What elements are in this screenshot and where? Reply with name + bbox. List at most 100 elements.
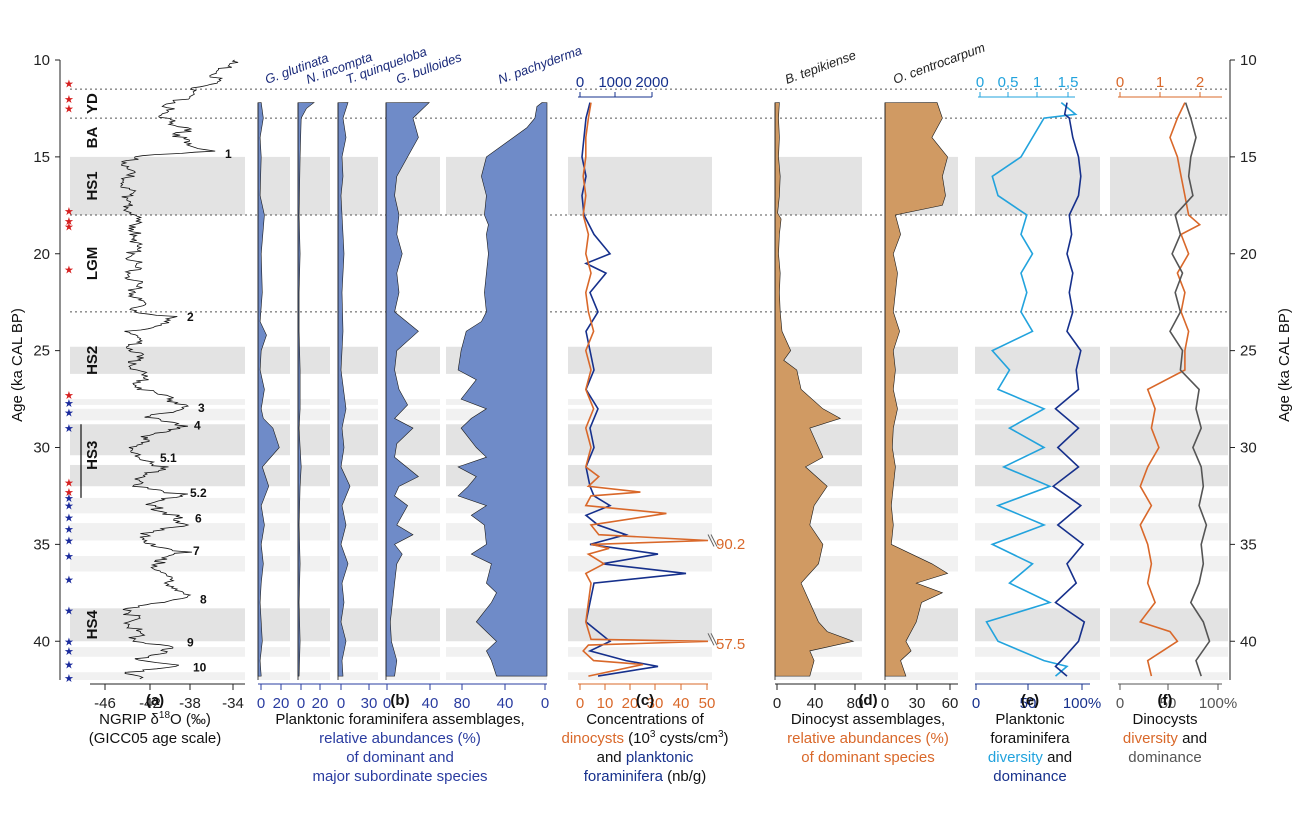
svg-text:Dinocyst assemblages,: Dinocyst assemblages, xyxy=(791,711,945,728)
stadial-band xyxy=(885,346,958,374)
stadial-band xyxy=(258,346,290,374)
light-band xyxy=(70,399,245,405)
age-tick-label: 10 xyxy=(1240,52,1257,69)
foram-dominance-axis-label: 0 xyxy=(972,695,980,712)
age-tick-label: 20 xyxy=(33,246,50,263)
zone-label: HS2 xyxy=(84,346,101,375)
interstadial-label: 7 xyxy=(193,544,200,558)
age-tick-label: 30 xyxy=(1240,440,1257,457)
stadial-band xyxy=(1110,346,1228,374)
light-band xyxy=(568,408,712,421)
dinocyst-conc-axis-label: 10 xyxy=(597,695,614,712)
interstadial-label: 9 xyxy=(187,635,194,649)
stadial-band xyxy=(70,608,245,642)
svg-text:major subordinate species: major subordinate species xyxy=(312,768,487,785)
peak-label: 90.2 xyxy=(716,536,745,553)
foram-concentration-line xyxy=(581,102,687,677)
zone-label: BA xyxy=(84,127,101,149)
light-band xyxy=(70,523,245,541)
light-band xyxy=(775,672,862,680)
species-label: B. tepikiense xyxy=(783,47,858,87)
stadial-band xyxy=(298,424,330,456)
date-star: ★ xyxy=(64,551,74,563)
date-star: ★ xyxy=(64,477,74,489)
interstadial-label: 8 xyxy=(200,593,207,607)
light-band xyxy=(885,647,958,657)
svg-text:diversity and: diversity and xyxy=(1123,730,1207,747)
age-tick-label: 25 xyxy=(1240,343,1257,360)
dinocyst-dominance-axis-label: 0 xyxy=(1116,695,1124,712)
foram-axis-label: 20 xyxy=(273,695,290,712)
dinocyst-conc-axis-label: 40 xyxy=(673,695,690,712)
foram-dominance-line xyxy=(1051,102,1086,677)
left-age-axis-title: Age (ka CAL BP) xyxy=(9,308,26,422)
stadial-band xyxy=(568,464,712,487)
svg-text:(e): (e) xyxy=(1021,692,1039,709)
light-band xyxy=(386,408,440,421)
date-star: ★ xyxy=(64,408,74,420)
dinocyst-diversity-axis-label: 1 xyxy=(1156,74,1164,91)
date-star: ★ xyxy=(64,216,74,228)
foram-area xyxy=(337,102,351,677)
age-tick-label: 20 xyxy=(1240,246,1257,263)
foram-area xyxy=(385,102,430,677)
foram-axis-label: 40 xyxy=(422,695,439,712)
light-band xyxy=(338,647,378,657)
foram-dominance-axis-label: 100% xyxy=(1063,695,1101,712)
light-band xyxy=(338,497,378,514)
svg-text:Concentrations of: Concentrations of xyxy=(586,711,704,728)
svg-text:Planktonic: Planktonic xyxy=(995,711,1065,728)
foram-axis-label: 0 xyxy=(383,695,391,712)
dinocyst-conc-axis-label: 0 xyxy=(576,695,584,712)
stadial-band xyxy=(70,346,245,374)
date-star: ★ xyxy=(64,103,74,115)
age-tick-label: 30 xyxy=(33,440,50,457)
stadial-band xyxy=(70,424,245,456)
stadial-band xyxy=(885,424,958,456)
light-band xyxy=(258,497,290,514)
date-star: ★ xyxy=(64,94,74,106)
svg-text:(f): (f) xyxy=(1158,692,1173,709)
ngrip-axis-label: -34 xyxy=(222,695,244,712)
tepikiense-area xyxy=(774,102,855,677)
stadial-band xyxy=(70,156,245,215)
light-band xyxy=(386,672,440,680)
svg-text:foraminifera (nb/g): foraminifera (nb/g) xyxy=(584,768,707,785)
light-band xyxy=(258,399,290,405)
centrocarpum-area xyxy=(884,102,949,677)
age-tick-label: 15 xyxy=(1240,149,1257,166)
foram-area xyxy=(257,102,280,677)
date-star: ★ xyxy=(64,487,74,499)
stadial-band xyxy=(386,608,440,642)
light-band xyxy=(1110,647,1228,657)
stadial-band xyxy=(568,608,712,642)
species-label: O. centrocarpum xyxy=(891,40,987,87)
break-mark xyxy=(707,534,715,547)
caption-f: (f) Dinocysts diversity and dominance xyxy=(1123,692,1207,766)
stadial-band xyxy=(70,464,245,487)
stadial-band xyxy=(568,156,712,215)
dinocyst-axis-label: 0 xyxy=(881,695,889,712)
stadial-band xyxy=(298,608,330,642)
light-band xyxy=(258,408,290,421)
stadial-band xyxy=(298,156,330,215)
zone-label: HS3 xyxy=(84,441,101,470)
caption-c: (c) Concentrations of dinocysts (103 cys… xyxy=(561,692,728,785)
foram-axis-label: 80 xyxy=(454,695,471,712)
date-star: ★ xyxy=(64,398,74,410)
light-band xyxy=(338,399,378,405)
stadial-band xyxy=(975,608,1100,642)
zone-label: YD xyxy=(84,93,101,114)
foram-axis-label: 0 xyxy=(257,695,265,712)
age-tick-label: 40 xyxy=(33,633,50,650)
light-band xyxy=(775,399,862,405)
foram-conc-axis-label: 0 xyxy=(576,74,584,91)
date-star: ★ xyxy=(64,636,74,648)
svg-text:relative abundances (%): relative abundances (%) xyxy=(319,730,481,747)
date-star: ★ xyxy=(64,264,74,276)
light-band xyxy=(1110,408,1228,421)
date-star: ★ xyxy=(64,660,74,672)
light-band xyxy=(298,647,330,657)
light-band xyxy=(386,647,440,657)
